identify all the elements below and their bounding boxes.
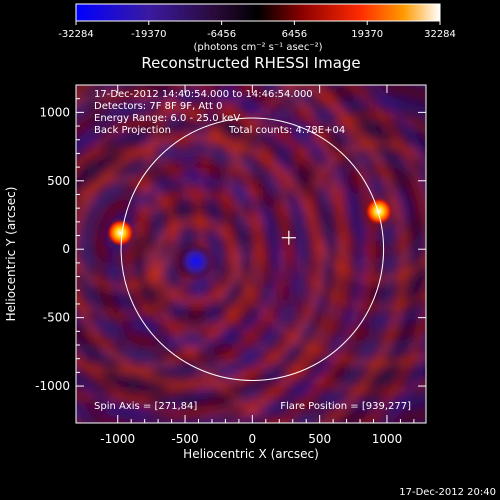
timestamp: 17-Dec-2012 20:40 [399, 487, 496, 498]
x-tick-label: -500 [171, 432, 198, 446]
fringe-ring [324, 85, 422, 423]
colorbar-tick-label: -6456 [207, 29, 236, 40]
chart-title: Reconstructed RHESSI Image [141, 54, 360, 72]
fringe-ring [110, 176, 282, 348]
colorbar-tick-label: 32284 [424, 29, 456, 40]
fringe-ring [138, 204, 254, 320]
x-tick-label: 0 [249, 432, 257, 446]
colorbar [75, 3, 441, 22]
fringe-ring [82, 148, 310, 376]
annotation-total-counts: Total counts: 4.78E+04 [228, 125, 345, 136]
fringe-ring [76, 189, 164, 277]
y-axis: -1000 -500 0 500 1000 [35, 98, 426, 393]
spin-axis-label: Spin Axis = [271,84] [94, 401, 197, 412]
fringe-ring [76, 133, 220, 333]
annotation-time-range: 17-Dec-2012 14:40:54.000 to 14:46:54.000 [94, 89, 313, 100]
y-tick-label: -1000 [35, 379, 70, 393]
annotation-method: Back Projection [94, 125, 171, 136]
x-axis-label: Heliocentric X (arcsec) [183, 447, 319, 461]
fringe-ring [166, 232, 226, 292]
annotation-energy: Energy Range: 6.0 - 25.0 keV [94, 113, 240, 124]
colorbar-tick-label: -19370 [131, 29, 166, 40]
solar-limb-circle [120, 117, 385, 381]
x-tick-label: 500 [308, 432, 331, 446]
fringe-ring [76, 85, 380, 423]
colorbar-tick-label: 6456 [282, 29, 307, 40]
y-tick-label: 0 [62, 242, 70, 256]
bright-source [106, 218, 135, 247]
bright-source [364, 197, 393, 226]
colorbar-ticks: -32284 -19370 -6456 6456 19370 32284 [58, 21, 456, 40]
x-tick-label: -1000 [100, 432, 135, 446]
colorbar-tick-label: 19370 [351, 29, 383, 40]
fringe-ring [76, 85, 394, 423]
fringe-ring [76, 106, 352, 417]
fringe-ring [96, 162, 296, 362]
y-tick-label: 500 [47, 174, 70, 188]
x-axis: -1000 -500 0 500 1000 [100, 85, 415, 446]
fringe-ring [139, 85, 283, 423]
spin-axis-marker [281, 230, 296, 245]
fringe-ring [76, 134, 324, 389]
fringe-ring [76, 120, 338, 403]
flare-position-label: Flare Position = [939,277] [280, 401, 411, 412]
y-tick-label: 1000 [39, 105, 70, 119]
y-axis-label: Heliocentric Y (arcsec) [4, 187, 18, 322]
colorbar-tick-label: -32284 [58, 29, 93, 40]
fringe-ring [152, 218, 240, 306]
x-tick-label: 1000 [372, 432, 403, 446]
annotation-detectors: Detectors: 7F 8F 9F, Att 0 [94, 101, 222, 112]
fringe-ring [76, 85, 408, 423]
colorbar-unit-label: (photons cm⁻² s⁻¹ asec⁻²) [193, 42, 322, 53]
fringe-ring [76, 92, 366, 423]
plot-frame [75, 84, 427, 424]
y-tick-label: -500 [43, 311, 70, 325]
fringe-ring [124, 190, 268, 334]
negative-source [177, 243, 214, 280]
